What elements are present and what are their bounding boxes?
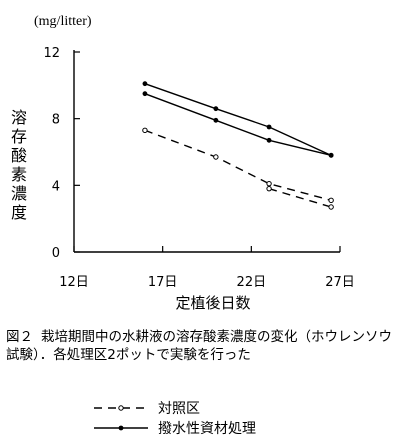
control-data-point: [328, 197, 334, 204]
legend-dashed-marker: [94, 405, 148, 411]
x-tick-label: 22日: [237, 275, 267, 290]
x-tick-label: 17日: [148, 275, 178, 290]
y-axis-label-char: 存: [10, 127, 27, 146]
y-unit-label: (mg/litter): [34, 14, 92, 29]
x-axis-label: 定植後日数: [175, 294, 250, 312]
figure-caption: 図２ 栽培期間中の水耕液の溶存酸素濃度の変化（ホウレンソウ試験）．各処理区2ポット…: [6, 328, 396, 364]
control-series-line: [144, 129, 332, 202]
y-axis-label-char: 素: [10, 165, 27, 184]
y-tick-label: 8: [52, 113, 60, 128]
y-axis-label-char: 濃: [10, 184, 27, 203]
control-data-point: [266, 180, 272, 187]
x-tick-label: 27日: [325, 275, 355, 290]
treatment-data-point: [213, 106, 219, 112]
y-tick-label: 12: [43, 46, 60, 61]
legend-item-treatment: 撥水性資材処理: [92, 418, 256, 438]
y-axis-label-char: 酸: [10, 146, 27, 165]
legend: 対照区 撥水性資材処理: [92, 398, 256, 438]
treatment-data-point: [328, 152, 334, 158]
treatment-data-point: [142, 81, 148, 87]
caption-text: 栽培期間中の水耕液の溶存酸素濃度の変化（ホウレンソウ試験）．各処理区2ポットで実…: [6, 329, 392, 363]
y-axis-label-char: 溶: [10, 108, 27, 127]
control-data-point: [266, 185, 272, 192]
y-tick-label: 4: [52, 179, 60, 194]
legend-item-control: 対照区: [92, 398, 256, 418]
y-axis-label-char: 度: [10, 203, 27, 222]
legend-label-control: 対照区: [158, 401, 200, 417]
control-series-line: [268, 187, 332, 208]
treatment-data-point: [266, 137, 272, 143]
treatment-data-point: [266, 124, 272, 130]
x-tick-label: 12日: [59, 275, 89, 290]
control-data-point: [328, 204, 334, 210]
treatment-series-line: [144, 93, 332, 157]
treatment-series-line: [144, 83, 332, 156]
legend-label-treatment: 撥水性資材処理: [158, 421, 256, 437]
legend-solid-marker: [94, 425, 148, 431]
y-axis-label: 溶存酸素濃度: [10, 108, 28, 222]
figure-number: 図２: [6, 329, 33, 345]
control-data-point: [142, 127, 148, 134]
y-tick-label: 0: [52, 246, 60, 261]
control-data-point: [213, 154, 219, 160]
treatment-data-point: [142, 91, 148, 97]
treatment-data-point: [213, 117, 219, 123]
